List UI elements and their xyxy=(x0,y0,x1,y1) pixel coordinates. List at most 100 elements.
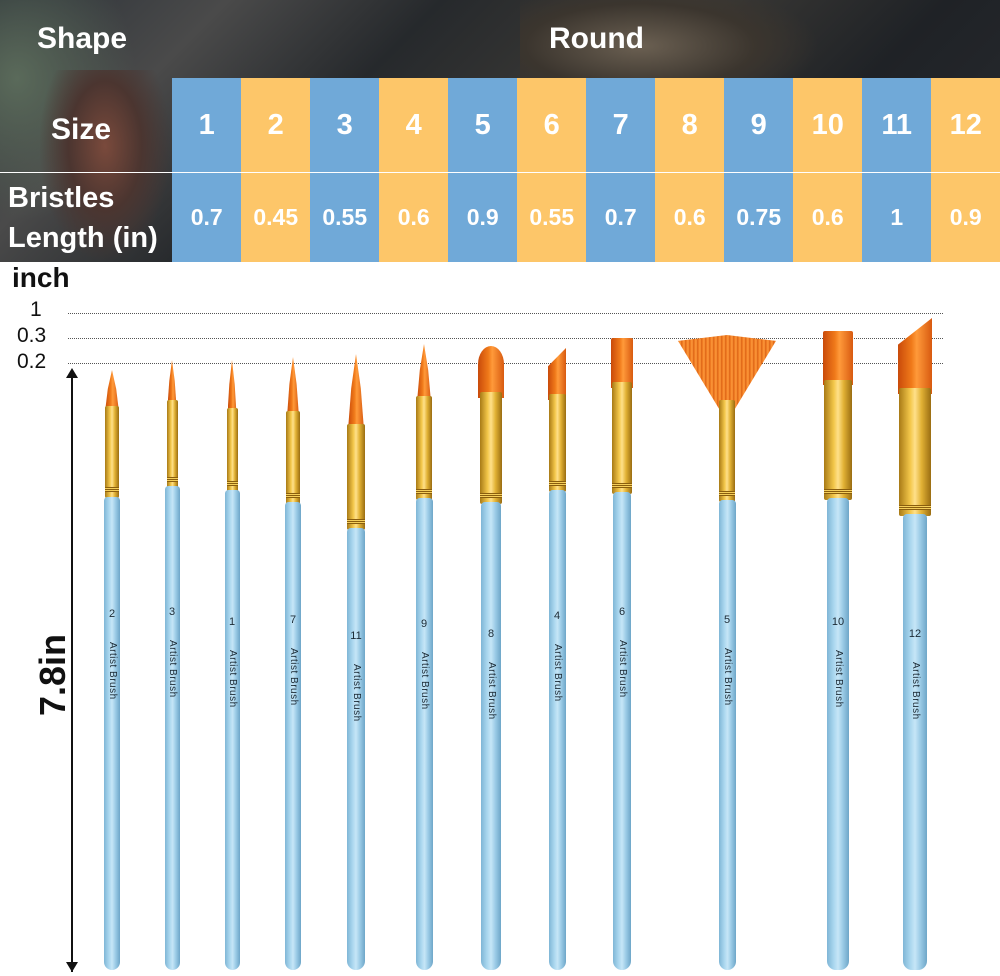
brush-handle xyxy=(903,514,927,970)
brush-brand-text: Artist Brush xyxy=(107,642,118,700)
brush-brand-text: Artist Brush xyxy=(351,664,362,722)
shape-label: Shape xyxy=(37,22,128,55)
brush-brand-text: Artist Brush xyxy=(722,648,733,706)
brush-ferrule xyxy=(286,411,300,504)
brush-size-number: 12 xyxy=(908,628,922,640)
brush-size-number: 7 xyxy=(289,614,297,626)
size-cell: 4 xyxy=(379,78,449,172)
brush-handle xyxy=(164,486,180,970)
brush-brand-text: Artist Brush xyxy=(288,648,299,706)
size-cell: 6 xyxy=(517,78,587,172)
bristle-length-cell: 0.9 xyxy=(931,173,1000,262)
brush-ferrule xyxy=(824,380,852,500)
bristle-tip-fan xyxy=(678,335,776,409)
brush-size-number: 10 xyxy=(831,616,845,628)
brush-size-number: 6 xyxy=(618,606,626,618)
size-cell: 8 xyxy=(655,78,725,172)
brush-handle xyxy=(285,502,301,970)
brush-ferrule xyxy=(226,408,238,492)
bristle-tip-round xyxy=(417,344,431,402)
bristle-tip-angular xyxy=(898,318,932,394)
brush-brand-text: Artist Brush xyxy=(910,662,921,720)
shape-row: Shape Round xyxy=(0,0,1000,78)
bristle-length-cell: 0.9 xyxy=(448,173,518,262)
size-cell: 3 xyxy=(310,78,380,172)
size-cell: 11 xyxy=(862,78,932,172)
bristle-length-cell: 0.45 xyxy=(241,173,311,262)
size-row-label: Size xyxy=(51,113,112,146)
brush-handle xyxy=(718,500,736,970)
brush-handle xyxy=(347,528,365,970)
brush-handle xyxy=(415,498,433,970)
size-cell: 10 xyxy=(793,78,863,172)
size-cell: 2 xyxy=(241,78,311,172)
size-cell: 1 xyxy=(172,78,242,172)
ruler-tick-0-2: 0.2 xyxy=(17,350,47,373)
bristle-length-cell: 0.7 xyxy=(586,173,656,262)
shape-value: Round xyxy=(549,22,644,55)
total-length-label: 7.8in xyxy=(32,633,73,717)
background-dragon-art xyxy=(520,0,820,90)
bristles-length-row-label: Bristles Length (in) xyxy=(8,178,158,258)
brush-size-number: 11 xyxy=(350,630,362,642)
brush-brand-text: Artist Brush xyxy=(617,640,628,698)
brush-handle xyxy=(481,502,501,970)
bristle-tip-filbert xyxy=(478,346,504,398)
size-cell: 7 xyxy=(586,78,656,172)
brush-ferrule xyxy=(416,396,432,500)
size-length-grid: 1 0.7 2 0.45 3 0.55 4 0.6 5 0.9 6 0.55 7 0.7 8 0.6 9 0.75… xyxy=(172,78,1000,262)
arrow-down-icon xyxy=(66,962,78,972)
ruler-unit-label: inch xyxy=(12,262,70,293)
bristle-length-cell: 0.7 xyxy=(172,173,242,262)
brush-brand-text: Artist Brush xyxy=(167,640,178,698)
bristle-tip-round xyxy=(348,354,364,430)
bristle-length-cell: 0.6 xyxy=(793,173,863,262)
guide-line-1 xyxy=(68,313,943,314)
bristles-label-line1: Bristles xyxy=(8,182,115,214)
size-cell: 9 xyxy=(724,78,794,172)
brush-size-number: 3 xyxy=(168,606,176,618)
brush-size-number: 2 xyxy=(108,608,116,620)
brush-brand-text: Artist Brush xyxy=(486,662,497,720)
ruler-tick-1: 1 xyxy=(30,298,42,321)
guide-line-0-2 xyxy=(68,363,943,364)
ruler-tick-0-3: 0.3 xyxy=(17,324,47,347)
brush-ferrule xyxy=(347,424,365,530)
guide-line-0-3 xyxy=(68,338,943,339)
size-cell: 5 xyxy=(448,78,518,172)
background-knight-art xyxy=(40,70,170,260)
brush-ferrule xyxy=(105,406,119,498)
brush-handle xyxy=(104,497,120,970)
bristles-label-line2: Length (in) xyxy=(8,222,158,254)
bristle-tip-round xyxy=(167,360,177,406)
brush-size-number: 5 xyxy=(723,614,731,626)
bristle-length-cell: 0.6 xyxy=(655,173,725,262)
brush-handle xyxy=(613,492,631,970)
row-separator xyxy=(0,172,1000,173)
size-cell: 12 xyxy=(931,78,1000,172)
brush-handle xyxy=(548,490,566,970)
brush-ferrule xyxy=(480,392,502,504)
bristle-length-cell: 0.55 xyxy=(310,173,380,262)
bristle-tip-flat xyxy=(611,338,633,388)
bristle-tip-angular xyxy=(548,348,566,400)
brush-handle xyxy=(827,498,849,970)
bristle-tip-round xyxy=(227,360,237,414)
brush-brand-text: Artist Brush xyxy=(833,650,844,708)
bristle-tip-round xyxy=(287,357,299,417)
brush-ferrule xyxy=(719,400,735,502)
bristle-length-cell: 0.55 xyxy=(517,173,587,262)
brush-size-number: 9 xyxy=(420,618,428,630)
brush-brand-text: Artist Brush xyxy=(552,644,563,702)
brush-size-number: 8 xyxy=(487,628,495,640)
brush-ferrule xyxy=(899,388,931,516)
length-dimension-line xyxy=(71,372,73,972)
brush-ferrule xyxy=(612,382,632,494)
bristle-length-cell: 0.75 xyxy=(724,173,794,262)
brush-brand-text: Artist Brush xyxy=(227,650,238,708)
brush-brand-text: Artist Brush xyxy=(419,652,430,710)
brush-ferrule xyxy=(166,400,178,488)
bristle-length-cell: 0.6 xyxy=(379,173,449,262)
brush-handle xyxy=(224,490,240,970)
